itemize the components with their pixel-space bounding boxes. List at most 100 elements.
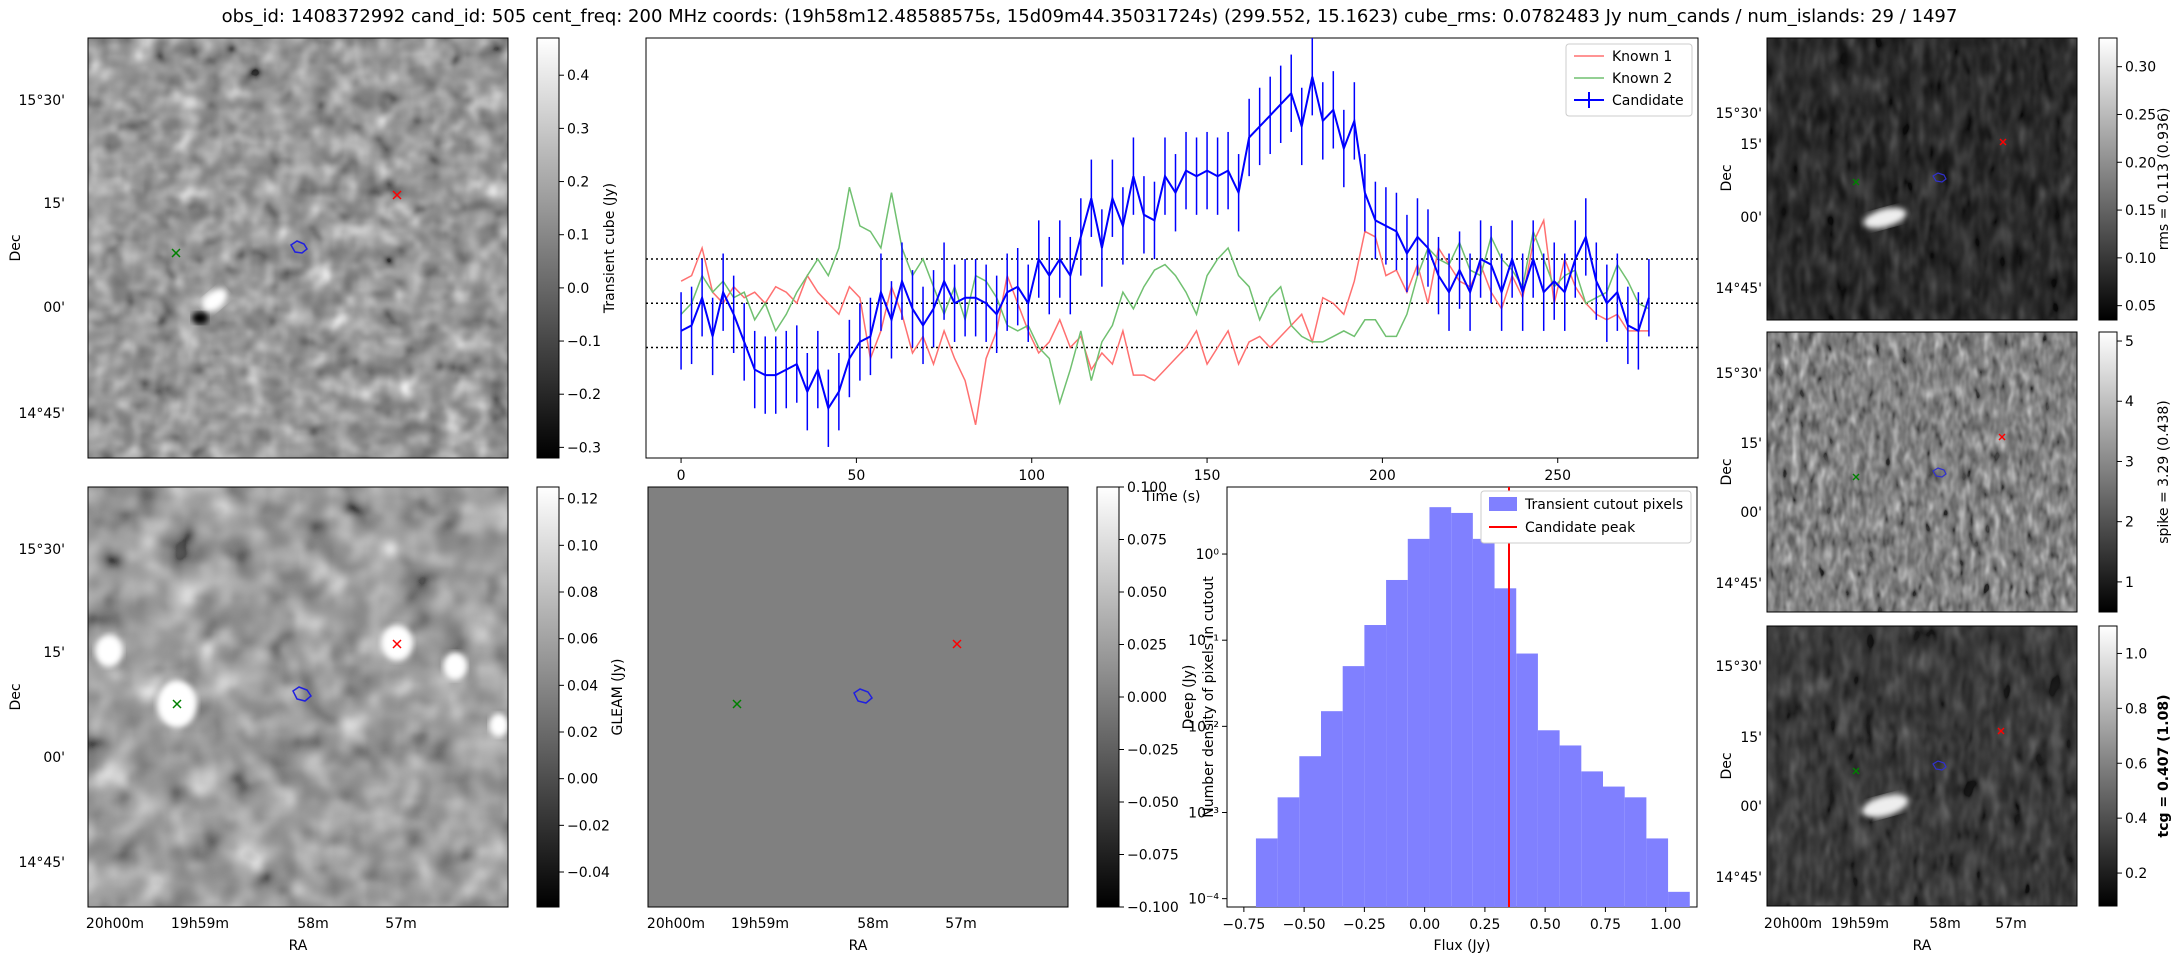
xtick-label: 100 (1018, 468, 1045, 484)
colorbar-label: GLEAM (Jy) (610, 659, 626, 736)
ytick-label: 14°45' (1716, 281, 1762, 297)
spike-panel: 15°30' 15' 00' 14°45' Dec 5 4 3 2 1 spike = … (1716, 331, 2172, 613)
colorbar-tick-label: 0.1 (567, 228, 589, 244)
gleam-image-axes: 15°30' 15' 00' 14°45' Dec 20h00m 19h59m … (8, 542, 417, 954)
histogram-bar (1581, 771, 1603, 907)
xtick-label: 0.00 (1409, 917, 1440, 933)
gleam-colorbar: 0.12 0.10 0.08 0.06 0.04 0.02 0.00 −0.02 −0.04 G… (536, 486, 626, 908)
colorbar-tick-label: 0.2 (567, 175, 589, 191)
y-axis-label: Dec (1719, 164, 1735, 191)
xtick-label: 20h00m (1764, 916, 1822, 932)
colorbar-label: Transient cube (Jy) (602, 183, 618, 314)
histogram-bar (1668, 891, 1690, 907)
xtick-label: 57m (1995, 916, 2026, 932)
colorbar-tick-label: 0.000 (1127, 690, 1167, 706)
histogram-bar (1321, 711, 1343, 907)
xtick-label: 19h59m (171, 916, 229, 932)
colorbar-tick-label: 0.05 (2125, 299, 2156, 315)
colorbar-tick-label: −0.02 (567, 818, 610, 834)
histogram-bar (1255, 838, 1278, 907)
ytick-label: 15' (1740, 436, 1762, 452)
xtick-label: −0.50 (1283, 917, 1326, 933)
colorbar-label: spike = 3.29 (0.438) (2156, 400, 2172, 544)
colorbar-tick-label: 1.0 (2125, 646, 2147, 662)
xtick-label: 58m (857, 916, 888, 932)
colorbar-tick-label: 0.15 (2125, 203, 2156, 219)
xtick-label: 57m (385, 916, 416, 932)
series-line-known-1 (680, 217, 1649, 425)
known2-marker (171, 248, 181, 258)
histogram-bar (1624, 797, 1647, 907)
series-line-candidate (680, 76, 1650, 411)
legend-label: Transient cutout pixels (1524, 497, 1683, 513)
xtick-label: 19h59m (1831, 916, 1889, 932)
colorbar-tick-label: 0.25 (2125, 107, 2156, 123)
ytick-label: 15' (1740, 137, 1762, 153)
colorbar-tick-label: 0.025 (1127, 638, 1167, 654)
known1-marker (392, 190, 402, 200)
y-axis-label: Number density of pixels in cutout (1201, 576, 1217, 818)
series-line-known-2 (680, 187, 1650, 406)
legend: Known 1 Known 2 Candidate (1565, 43, 1693, 117)
deep-image-panel: 20h00m 19h59m 58m 57m RA 0.100 0.075 0.050… (647, 480, 1197, 954)
colorbar-tick-label: 0.12 (567, 492, 598, 508)
y-axis-label: Dec (1719, 458, 1735, 485)
ytick-label: 15' (1740, 730, 1762, 746)
xtick-label: −0.75 (1222, 917, 1265, 933)
y-axis-label: Dec (1719, 752, 1735, 779)
histogram-bar (1364, 625, 1387, 907)
histogram-bar (1277, 797, 1300, 907)
colorbar-tick-label: −0.2 (567, 387, 601, 403)
lightcurve-panel: 0 50 100 150 200 250 Time (s) Known 1 Known 2… (645, 37, 1699, 505)
colorbar-tick-label: 0.10 (567, 538, 598, 554)
x-axis-label: RA (849, 938, 868, 954)
xtick-label: 0.75 (1590, 917, 1621, 933)
histogram-bar (1516, 653, 1538, 907)
colorbar-tick-label: 3 (2125, 454, 2134, 470)
xtick-label: 0 (677, 468, 686, 484)
xtick-label: 19h59m (731, 916, 789, 932)
ytick-label: 00' (1740, 505, 1762, 521)
ytick-label: 10⁻³ (1188, 805, 1219, 821)
colorbar-tick-label: −0.025 (1127, 743, 1179, 759)
xtick-label: 20h00m (647, 916, 705, 932)
colorbar-tick-label: 0.00 (567, 772, 598, 788)
xtick-label: 58m (297, 916, 328, 932)
transient-image-panel (87, 37, 509, 459)
colorbar-tick-label: 1 (2125, 575, 2134, 591)
histogram-bar (1494, 588, 1517, 907)
histogram-bar (1451, 512, 1473, 907)
colorbar-tick-label: −0.050 (1127, 795, 1179, 811)
colorbar-tick-label: 0.10 (2125, 251, 2156, 267)
legend-label: Known 1 (1612, 49, 1672, 65)
colorbar-tick-label: 0.02 (567, 725, 598, 741)
xtick-label: 250 (1544, 468, 1571, 484)
xtick-label: 150 (1194, 468, 1221, 484)
ytick-label: 14°45' (19, 406, 65, 422)
histogram-bar (1646, 838, 1669, 907)
ytick-label: 10⁻⁴ (1188, 892, 1219, 908)
colorbar-tick-label: 0.08 (567, 585, 598, 601)
tcg-panel: 15°30' 15' 00' 14°45' Dec 20h00m 19h59m … (1716, 625, 2172, 954)
colorbar-tick-label: 4 (2125, 394, 2134, 410)
ytick-label: 15°30' (1716, 659, 1762, 675)
y-axis-label: Dec (8, 234, 24, 261)
colorbar-tick-label: 0.2 (2125, 866, 2147, 882)
colorbar-tick-label: 0.4 (567, 68, 589, 84)
x-axis-label: RA (289, 938, 308, 954)
colorbar-tick-label: 5 (2125, 334, 2134, 350)
colorbar-tick-label: −0.04 (567, 865, 610, 881)
histogram-bar (1603, 786, 1625, 907)
xtick-label: 1.00 (1650, 917, 1681, 933)
colorbar-tick-label: 0.4 (2125, 811, 2147, 827)
candidate-island-marker (290, 240, 308, 254)
transient-image-axes: 15°30' 15' 00' 14°45' Dec (8, 93, 65, 422)
legend-label: Known 2 (1612, 71, 1672, 87)
ytick-label: 15°30' (1716, 366, 1762, 382)
histogram-bar (1559, 745, 1582, 907)
colorbar-label: rms = 0.113 (0.936) (2156, 108, 2172, 251)
colorbar-tick-label: 0.30 (2125, 60, 2156, 76)
legend-label: Candidate (1612, 93, 1684, 109)
xtick-label: 57m (945, 916, 976, 932)
